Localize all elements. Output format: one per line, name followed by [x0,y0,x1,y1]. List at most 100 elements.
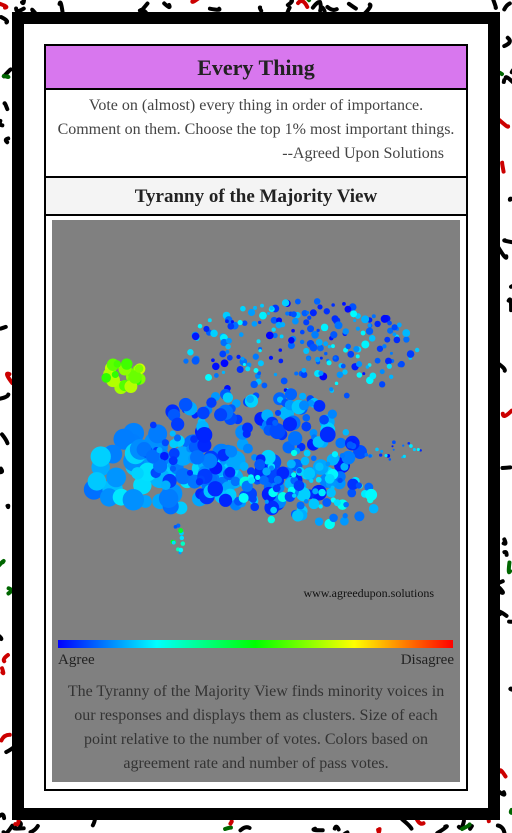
bubble [296,467,302,474]
bubble [245,366,251,372]
bubble [187,349,194,356]
bubble [191,332,200,341]
description-text: Vote on (almost) every thing in order of… [57,97,455,138]
bubble [286,459,296,469]
caption: The Tyranny of the Majority View finds m… [67,683,445,772]
bubble [376,345,384,352]
bubble [313,400,326,412]
bubble [212,362,220,371]
bubble [238,332,244,337]
bubble [382,344,387,349]
bubble [308,498,320,510]
bubble [241,320,248,326]
bubble [237,319,243,326]
bubble [403,336,410,343]
bubble [220,359,229,368]
bubble [149,421,157,429]
bubble [156,447,163,454]
squiggle [1,653,10,664]
squiggle [0,15,9,25]
bubble [345,343,352,350]
bubble [207,318,212,323]
bubble [326,360,332,366]
bubble [365,365,370,369]
bubble [397,362,403,368]
bubble [306,311,310,315]
bubble [347,350,355,358]
bubble [255,474,261,481]
bubble [303,449,311,457]
bubble [300,456,310,466]
bubble [240,305,246,312]
bubble [362,372,366,376]
bubble [309,478,314,483]
bubble [230,476,241,487]
bubble [388,458,392,461]
bubble [153,459,168,474]
bubble [342,301,346,306]
squiggle [0,812,7,821]
bubble [309,343,318,352]
bubble [314,356,321,363]
bubble [268,355,274,360]
bubble [179,535,185,541]
squiggle [257,5,264,13]
bubble [313,298,321,305]
squiggle [508,686,512,692]
bubble [259,475,269,485]
bubble [414,347,420,353]
squiggle [0,392,11,401]
squiggle [0,466,5,475]
bubble [197,323,203,329]
bubble [171,417,185,431]
description: Vote on (almost) every thing in order of… [46,90,466,178]
bubble [299,400,310,411]
website: www.agreedupon.solutions [303,586,434,600]
bubble [225,445,238,458]
bubble [273,372,278,377]
squiggle [190,0,200,4]
bubble [307,325,315,333]
bubble [387,320,392,326]
bubble [380,314,389,323]
bubble [99,488,119,507]
bubble [402,454,406,459]
bubble [303,499,309,504]
bubble [337,477,343,483]
bubble [225,343,231,350]
bubble [402,444,405,447]
bubble [158,488,179,508]
squiggle [28,823,40,833]
bubble [265,331,274,340]
bubble [250,380,258,389]
squiggle [506,560,512,575]
bubble [178,397,193,412]
color-scale [58,640,453,648]
bubble [374,320,381,328]
bubble [384,453,388,458]
bubble [145,449,160,464]
bubble [246,395,254,403]
squiggle [0,732,12,743]
bubble [262,467,271,476]
bubble [342,513,348,519]
bubble [169,465,177,472]
bubble [368,503,379,514]
bubble [361,340,370,349]
bubble [272,484,281,493]
bubble [299,339,305,345]
bubble [195,478,204,486]
bubble [299,329,305,335]
bubble [211,358,215,363]
bubble [278,358,284,364]
bubble [347,488,357,498]
bubble [178,547,184,553]
bubble [307,399,315,407]
bubble [173,525,178,529]
squiggle [502,549,509,557]
squiggle [207,6,222,12]
bubble [134,364,144,373]
squiggle [296,0,310,9]
bubble [318,504,323,509]
squiggle [5,371,15,386]
